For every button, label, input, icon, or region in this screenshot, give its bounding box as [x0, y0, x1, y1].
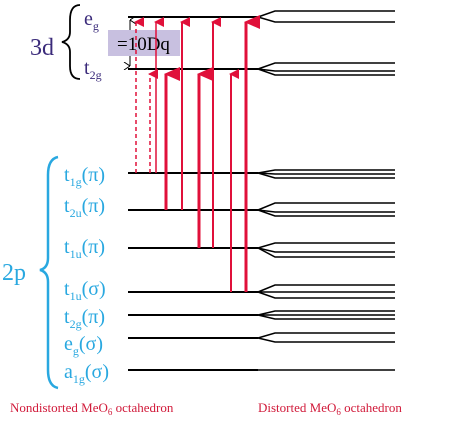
level-sub: g	[93, 19, 99, 33]
level-label-eg-3d: eg	[84, 8, 99, 33]
level-base: e	[64, 333, 73, 355]
brace-3d	[61, 4, 81, 80]
label-2p: 2p	[2, 260, 26, 286]
svg-text:t2g: t2g	[84, 57, 102, 82]
level-sub: 1u	[70, 247, 82, 261]
level-base: t	[64, 278, 70, 300]
svg-text:eg: eg	[84, 8, 99, 33]
caption-distorted: Distorted MeO6 octahedron	[258, 400, 402, 417]
level-sub: g	[73, 344, 79, 358]
brace-2p	[39, 155, 59, 390]
split-t2g-pi	[257, 310, 395, 320]
level-suffix: (π)	[82, 195, 105, 217]
level-label-t1g-pi: t1g(π)	[64, 164, 105, 189]
level-base: e	[84, 8, 93, 30]
level-label-t2g-3d: t2g	[84, 57, 102, 82]
level-suffix: (π)	[82, 164, 105, 186]
level-sub: 1g	[73, 372, 85, 386]
level-sub: 2u	[70, 206, 82, 220]
level-label-eg-sigma: eg(σ)	[64, 333, 103, 358]
level-label-t2g-pi: t2g(π)	[64, 306, 105, 331]
level-suffix: (σ)	[85, 361, 109, 383]
level-label-t1u-sigma: t1u(σ)	[64, 278, 106, 303]
label-3d: 3d	[30, 35, 54, 61]
level-sub: 1g	[70, 175, 82, 189]
level-base: a	[64, 361, 73, 383]
level-label-t2u-pi: t2u(π)	[64, 195, 105, 220]
level-sub: 2g	[90, 68, 102, 82]
level-base: t	[64, 236, 70, 258]
level-sub: 2g	[70, 317, 82, 331]
level-base: t	[64, 164, 70, 186]
level-base: t	[84, 57, 90, 79]
level-base: t	[64, 195, 70, 217]
level-base: t	[64, 306, 70, 328]
dq-box	[108, 30, 180, 56]
level-suffix: (σ)	[79, 333, 103, 355]
split-t2g-3d	[257, 62, 395, 76]
caption-nondistorted: Nondistorted MeO6 octahedron	[10, 400, 174, 417]
level-suffix: (π)	[82, 236, 105, 258]
split-t1g-pi	[257, 169, 395, 179]
split-eg-3d	[257, 10, 395, 23]
split-t2u-pi	[257, 202, 395, 217]
level-label-a1g-sigma: a1g(σ)	[64, 361, 109, 386]
level-suffix: (π)	[82, 306, 105, 328]
split-eg-sigma	[257, 332, 395, 343]
dq-label: =10Dq	[117, 34, 170, 55]
level-label-t1u-pi: t1u(π)	[64, 236, 105, 261]
split-t1u-pi	[257, 242, 395, 258]
level-sub: 1u	[70, 289, 82, 303]
split-t1u-sigma	[257, 284, 395, 299]
level-suffix: (σ)	[82, 278, 106, 300]
